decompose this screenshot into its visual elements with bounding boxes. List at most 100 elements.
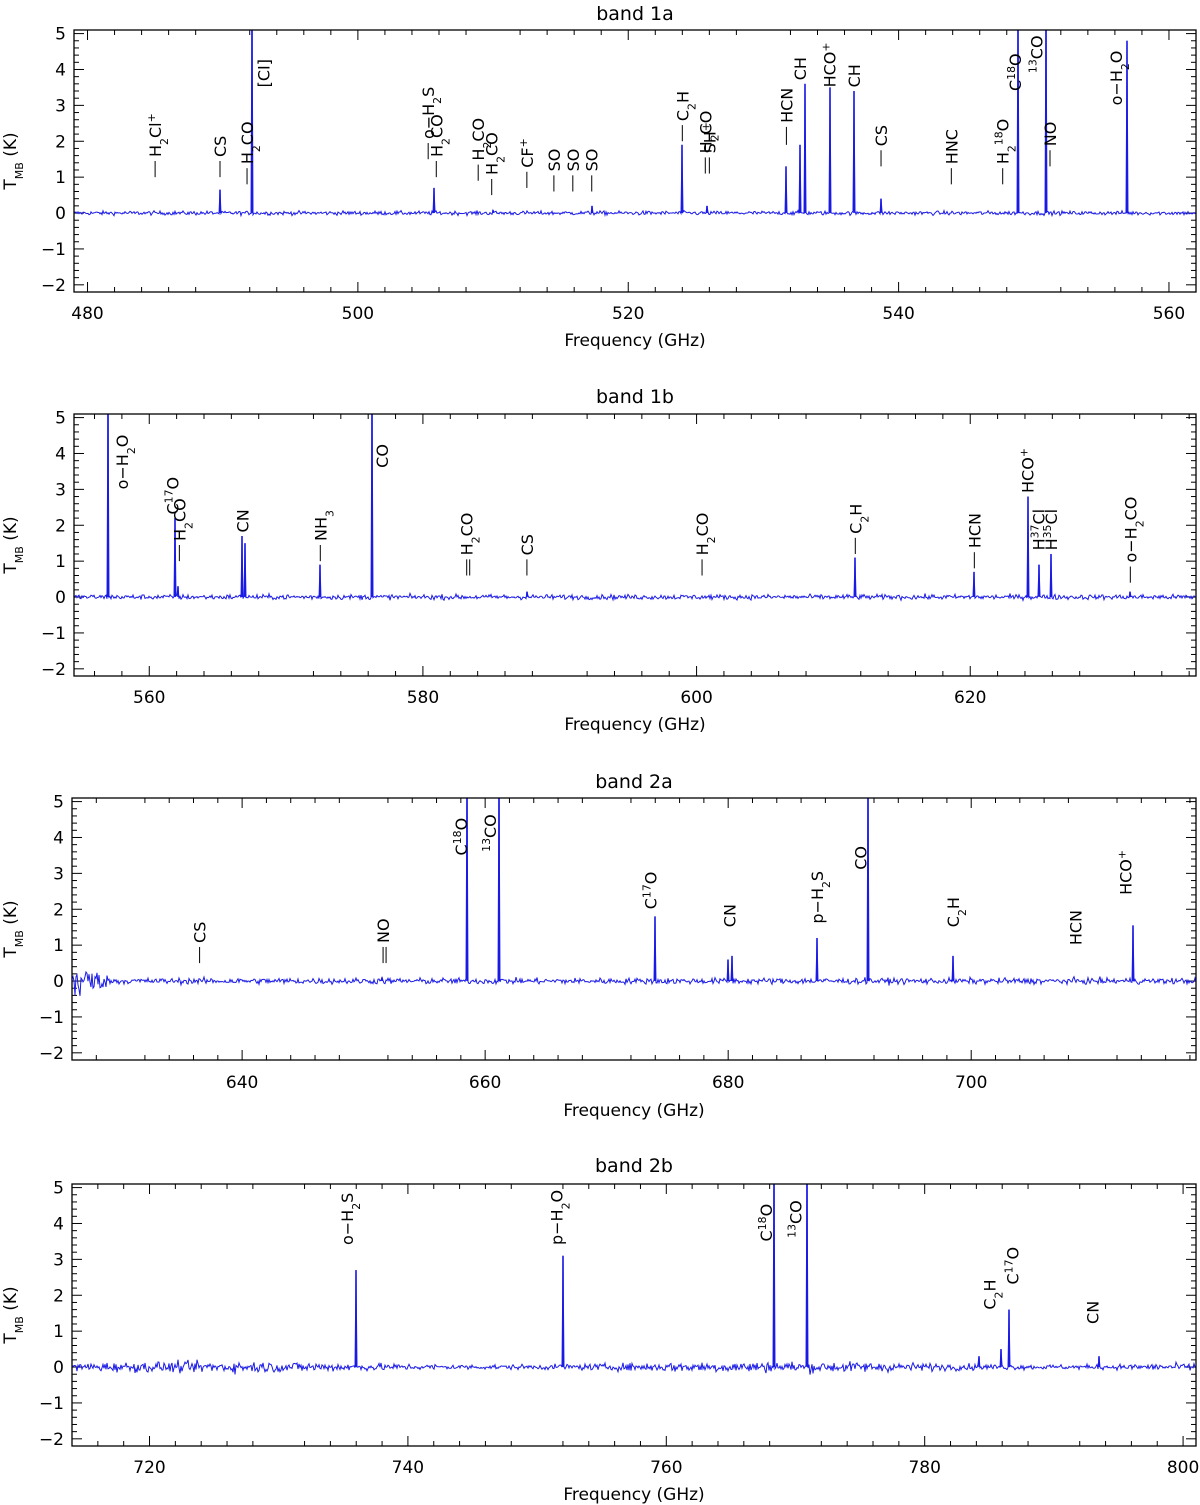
y-tick-label: −2 xyxy=(41,660,66,680)
line-label: HCO+ xyxy=(1115,850,1136,895)
line-label: HCO+ xyxy=(1017,448,1038,493)
line-label: CS xyxy=(211,136,230,157)
y-tick-label: −1 xyxy=(41,240,66,260)
line-label: SO xyxy=(583,149,602,172)
line-label: CH xyxy=(845,64,864,87)
line-label: H2CO xyxy=(483,132,508,175)
y-tick-label: 0 xyxy=(55,204,66,224)
x-tick-label: 560 xyxy=(133,688,165,708)
y-tick-label: 3 xyxy=(53,1250,64,1270)
x-tick-label: 480 xyxy=(71,304,103,324)
y-tick-label: −1 xyxy=(39,1394,64,1414)
line-label: p−H2O xyxy=(547,1190,572,1245)
y-tick-label: −2 xyxy=(41,276,66,296)
y-axis-label: TMB (K) xyxy=(1,132,26,190)
y-tick-label: 1 xyxy=(55,168,66,188)
line-label: H2Cl+ xyxy=(145,113,171,157)
line-label: C18O xyxy=(450,818,471,856)
line-label: HCN xyxy=(777,88,796,123)
y-axis-label: TMB (K) xyxy=(1,1286,26,1344)
line-label: H2CO xyxy=(693,513,718,556)
line-label: H2CO xyxy=(696,111,721,154)
y-tick-label: 4 xyxy=(53,1214,64,1234)
line-label: HCN xyxy=(965,513,984,548)
x-tick-label: 620 xyxy=(954,688,986,708)
plot-frame xyxy=(71,797,1197,1061)
y-tick-label: 3 xyxy=(55,96,66,116)
x-tick-label: 800 xyxy=(1167,1458,1199,1478)
y-tick-label: 1 xyxy=(53,1322,64,1342)
line-label: CO xyxy=(852,846,871,870)
panel-title: band 2a xyxy=(595,771,673,793)
line-label: CN xyxy=(1084,1301,1103,1324)
x-tick-label: 680 xyxy=(712,1073,744,1093)
x-tick-label: 580 xyxy=(407,688,439,708)
x-tick-label: 700 xyxy=(955,1073,987,1093)
line-label: o−H2O xyxy=(1107,51,1132,106)
x-tick-label: 540 xyxy=(882,304,914,324)
line-label: HCN xyxy=(1067,910,1086,945)
line-label: SH+ xyxy=(699,122,720,153)
line-label: o−H2S xyxy=(338,1193,363,1245)
line-label: NO xyxy=(1041,122,1060,147)
line-label: p−H2S xyxy=(808,871,833,924)
line-label: NO xyxy=(374,918,393,943)
line-label: SO xyxy=(545,149,564,172)
y-tick-label: 2 xyxy=(55,516,66,536)
line-label: o−H2O xyxy=(113,435,138,490)
line-label: C17O xyxy=(1002,1247,1023,1285)
line-label: H218O xyxy=(992,119,1018,164)
y-axis-label: TMB (K) xyxy=(1,900,26,958)
x-tick-label: 560 xyxy=(1153,304,1185,324)
line-label: CS xyxy=(518,534,537,555)
line-label: HCO+ xyxy=(819,43,840,88)
y-tick-label: 5 xyxy=(53,793,64,813)
y-tick-label: 0 xyxy=(53,1358,64,1378)
plot-frame xyxy=(73,413,1197,677)
panel-title: band 1b xyxy=(596,386,674,408)
y-tick-label: 2 xyxy=(53,1286,64,1306)
x-axis-label: Frequency (GHz) xyxy=(564,331,705,351)
panel-band-1b: band 1b Frequency (GHz) TMB (K) −2 −1 0 1 2 3 4 5 5… xyxy=(1,386,1197,735)
y-tick-label: 4 xyxy=(53,828,64,848)
line-label: C2H xyxy=(980,1279,1005,1309)
y-tick-label: 3 xyxy=(53,864,64,884)
x-tick-label: 500 xyxy=(342,304,374,324)
plot-frame xyxy=(71,1183,1197,1447)
y-tick-label: −1 xyxy=(39,1008,64,1028)
x-tick-label: 740 xyxy=(392,1458,424,1478)
line-label: H35Cl xyxy=(1040,509,1061,551)
line-label: C17O xyxy=(640,872,661,910)
y-axis-label: TMB (K) xyxy=(1,516,26,574)
spectrum-line xyxy=(72,1184,1196,1375)
line-label: NH3 xyxy=(311,510,336,541)
x-tick-label: 760 xyxy=(650,1458,682,1478)
y-tick-label: 2 xyxy=(55,132,66,152)
line-label: H2CO xyxy=(458,513,483,556)
line-label: H2CO xyxy=(427,114,452,157)
x-tick-label: 600 xyxy=(680,688,712,708)
y-tick-label: 5 xyxy=(55,409,66,429)
x-tick-label: 660 xyxy=(469,1073,501,1093)
y-tick-label: 0 xyxy=(53,972,64,992)
y-tick-label: −2 xyxy=(39,1430,64,1450)
x-tick-label: 780 xyxy=(908,1458,940,1478)
line-label: C2H xyxy=(944,897,969,927)
line-label: H37Cl xyxy=(1028,509,1049,551)
line-label: CF+ xyxy=(516,138,537,168)
line-label: HNC xyxy=(942,129,961,164)
panel-band-2a: band 2a Frequency (GHz) TMB (K) −2 −1 0 1 2 3 4 5 6… xyxy=(1,771,1197,1121)
line-label: 13CO xyxy=(785,1200,806,1238)
spectrum-line xyxy=(72,798,1196,996)
panel-title: band 1a xyxy=(596,3,674,25)
panel-band-2b: band 2b Frequency (GHz) TMB (K) −2 −1 0 1 2 3 4 5 7… xyxy=(1,1155,1199,1505)
y-tick-label: −2 xyxy=(39,1044,64,1064)
line-label: o−H2CO xyxy=(1121,497,1146,563)
y-tick-label: 3 xyxy=(55,480,66,500)
x-tick-label: 720 xyxy=(133,1458,165,1478)
line-label: C2H xyxy=(846,504,871,534)
x-axis-label: Frequency (GHz) xyxy=(563,1485,704,1505)
line-label: CH xyxy=(791,57,810,80)
